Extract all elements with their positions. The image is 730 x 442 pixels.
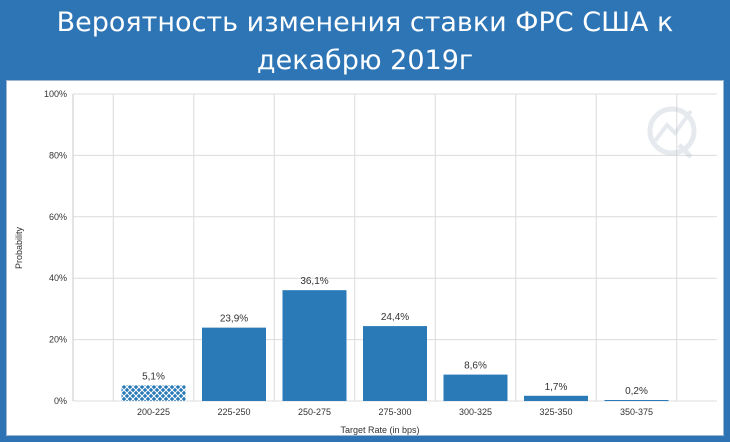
bar-350-375[interactable] (604, 400, 669, 401)
data-label-250-275: 36,1% (300, 276, 328, 287)
bars (121, 290, 669, 401)
bar-chart: 5,1% 23,9% 36,1% 24,4% 8,6% 1,7% 0,2% 0% 20% 40%… (14, 89, 717, 435)
x-tick-label-300-325: 300-325 (459, 407, 492, 417)
x-tick-label-225-250: 225-250 (217, 407, 250, 417)
bar-325-350[interactable] (524, 395, 588, 401)
bar-200-225[interactable] (121, 385, 186, 401)
data-label-325-350: 1,7% (545, 382, 568, 393)
grid-lines (72, 93, 717, 402)
x-tick-label-200-225: 200-225 (137, 407, 170, 417)
data-label-275-300: 24,4% (381, 312, 409, 323)
y-tick-label: 60% (49, 212, 67, 222)
data-label-200-225: 5,1% (142, 371, 165, 382)
x-tick-label-325-350: 325-350 (539, 407, 572, 417)
x-tick-labels: 200-225 225-250 250-275 275-300 300-325 325-3… (137, 407, 653, 417)
title-banner: Вероятность изменения ставки ФРС США к д… (0, 0, 730, 80)
data-label-225-250: 23,9% (220, 314, 248, 325)
y-tick-label: 20% (49, 335, 67, 345)
y-tick-label: 100% (44, 89, 67, 99)
x-tick-label-350-375: 350-375 (620, 407, 653, 417)
title-line-1: Вероятность изменения ставки ФРС США к (56, 7, 674, 38)
x-tick-label-250-275: 250-275 (298, 407, 331, 417)
watermark-logo-icon (647, 106, 697, 159)
bar-225-250[interactable] (202, 327, 266, 401)
y-tick-label: 80% (49, 150, 67, 160)
y-axis-title: Probability (14, 226, 24, 269)
y-tick-label: 0% (54, 396, 67, 406)
data-label-300-325: 8,6% (464, 361, 487, 372)
chart-panel: 5,1% 23,9% 36,1% 24,4% 8,6% 1,7% 0,2% 0% 20% 40%… (6, 80, 724, 436)
bar-300-325[interactable] (443, 374, 508, 401)
y-tick-label: 40% (49, 273, 67, 283)
bar-275-300[interactable] (363, 326, 427, 401)
data-labels: 5,1% 23,9% 36,1% 24,4% 8,6% 1,7% 0,2% (142, 276, 648, 397)
title-line-2: декабрю 2019г (256, 45, 474, 76)
data-label-350-375: 0,2% (625, 386, 648, 397)
x-axis-title: Target Rate (in bps) (340, 425, 419, 435)
bar-250-275[interactable] (282, 290, 347, 401)
y-tick-labels: 0% 20% 40% 60% 80% 100% (44, 89, 67, 406)
x-tick-label-275-300: 275-300 (378, 407, 411, 417)
